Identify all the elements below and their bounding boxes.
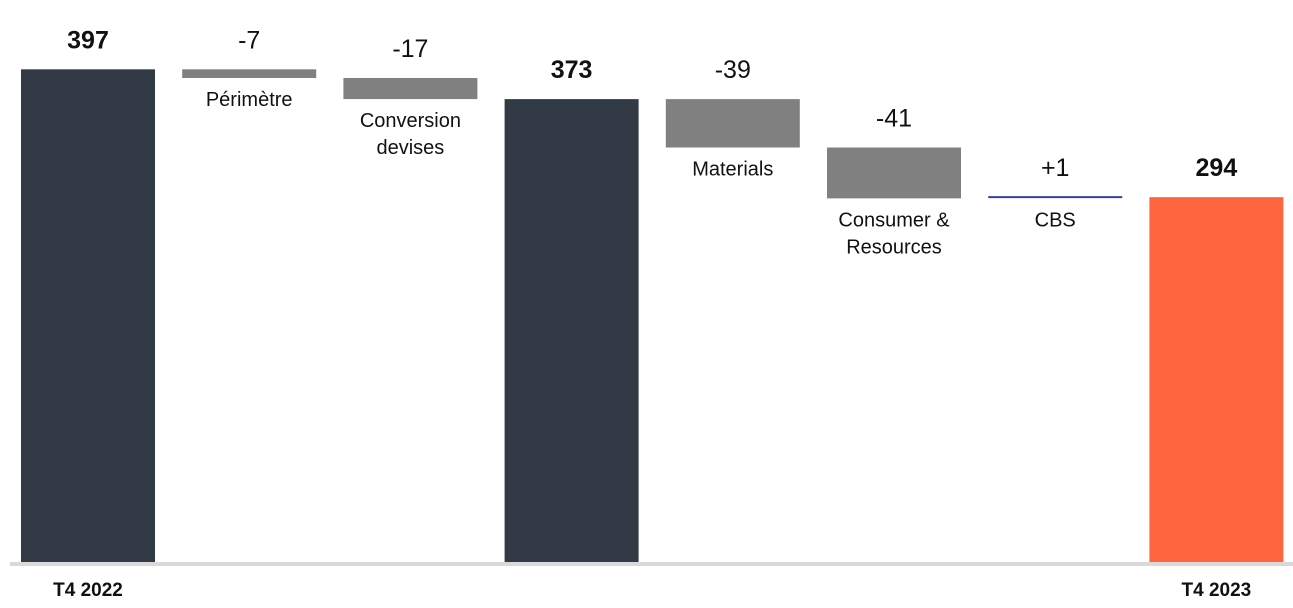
value-label-3: -17 bbox=[392, 35, 428, 63]
category-label-2: Périmètre bbox=[206, 89, 293, 111]
bar-2 bbox=[182, 69, 317, 79]
category-label-7: CBS bbox=[1035, 209, 1076, 231]
value-label-8: 294 bbox=[1196, 154, 1238, 182]
bar-3 bbox=[343, 78, 478, 100]
bar-4 bbox=[504, 99, 639, 563]
value-label-7: +1 bbox=[1041, 154, 1070, 182]
x-tick-label-1: T4 2022 bbox=[53, 580, 123, 601]
value-label-6: -41 bbox=[876, 105, 912, 133]
bar-5 bbox=[665, 99, 800, 148]
category-label-6-line-1: Consumer & bbox=[838, 209, 950, 231]
value-label-4: 373 bbox=[551, 56, 593, 84]
value-label-5: -39 bbox=[715, 56, 751, 84]
x-tick-label-8: T4 2023 bbox=[1182, 580, 1252, 601]
bar-1 bbox=[21, 69, 155, 562]
category-label-6-line-2: Resources bbox=[846, 236, 942, 258]
bar-6 bbox=[827, 147, 961, 199]
bar-8 bbox=[1149, 197, 1284, 562]
category-label-3-line-2: devises bbox=[376, 137, 444, 159]
category-label-5: Materials bbox=[692, 159, 773, 181]
value-label-1: 397 bbox=[67, 26, 109, 54]
value-label-2: -7 bbox=[238, 26, 260, 54]
category-label-3-line-1: Conversion bbox=[360, 110, 461, 132]
